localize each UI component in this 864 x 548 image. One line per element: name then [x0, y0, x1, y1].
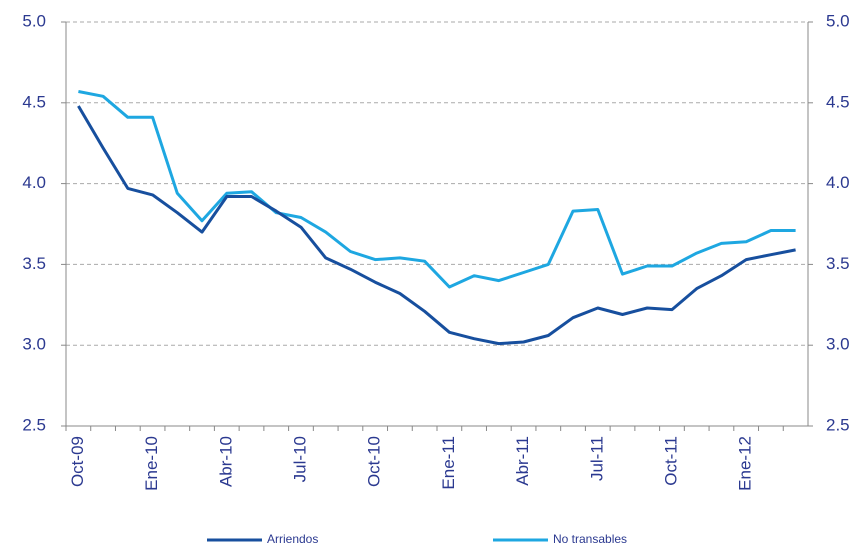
y-tick-label: 2.5 [22, 415, 46, 434]
y2-tick-label: 5.0 [826, 11, 850, 30]
legend-label: No transables [553, 532, 627, 546]
x-tick-label: Ene-10 [142, 436, 161, 491]
y2-tick-label: 4.5 [826, 92, 850, 111]
x-tick-label: Oct-09 [68, 436, 87, 487]
y-tick-label: 4.0 [22, 173, 46, 192]
x-tick-label: Jul-11 [587, 436, 606, 481]
x-tick-label: Jul-10 [290, 436, 309, 482]
y2-tick-label: 2.5 [826, 415, 850, 434]
x-tick-label: Ene-12 [736, 436, 755, 491]
series-line [78, 90, 796, 289]
series-line [77, 105, 796, 346]
y-tick-label: 5.0 [22, 11, 46, 30]
y-tick-label: 4.5 [22, 92, 46, 111]
y-tick-label: 3.5 [22, 254, 46, 273]
y2-tick-label: 3.5 [826, 254, 850, 273]
x-tick-label: Ene-11 [439, 436, 458, 490]
x-tick-label: Oct-10 [365, 436, 384, 487]
y-tick-label: 3.0 [22, 335, 46, 354]
legend-label: Arriendos [267, 532, 318, 546]
y2-tick-label: 3.0 [826, 335, 850, 354]
x-tick-label: Abr-10 [216, 436, 235, 487]
x-tick-label: Oct-11 [661, 436, 680, 486]
y2-tick-label: 4.0 [826, 173, 850, 192]
x-tick-label: Abr-11 [513, 436, 532, 486]
